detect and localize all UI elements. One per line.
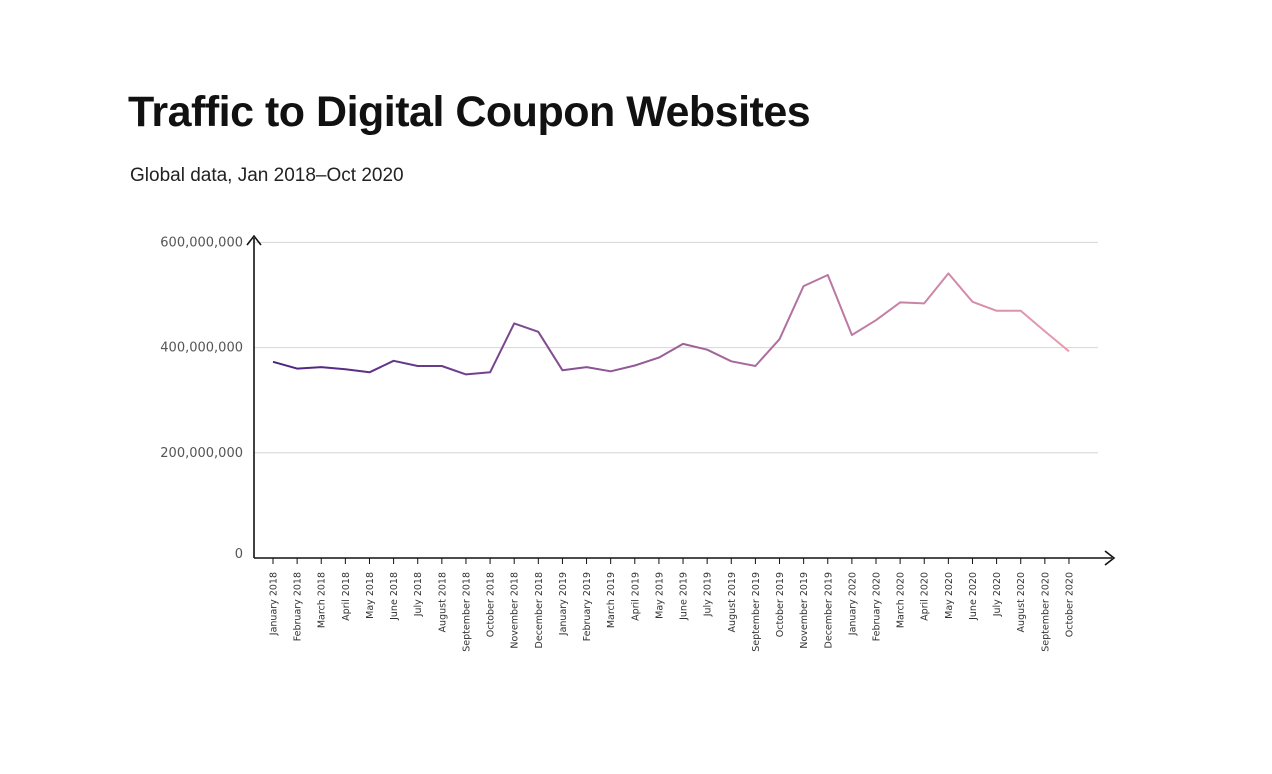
x-tick-label: July 2020 bbox=[992, 572, 1003, 617]
x-tick-label: October 2018 bbox=[486, 572, 497, 637]
data-point bbox=[898, 300, 902, 304]
x-axis-ticks: January 2018 February 2018 March 2018 April… bbox=[269, 558, 1075, 652]
x-tick-label: June 2020 bbox=[968, 572, 979, 621]
data-point bbox=[488, 370, 492, 374]
data-point bbox=[1043, 329, 1047, 333]
chart-title: Traffic to Digital Coupon Websites bbox=[128, 88, 811, 136]
data-point bbox=[392, 359, 396, 363]
data-point bbox=[367, 370, 371, 374]
data-point bbox=[729, 359, 733, 363]
data-point bbox=[874, 318, 878, 322]
data-point bbox=[343, 367, 347, 371]
x-tick-label: February 2018 bbox=[293, 572, 304, 641]
data-point bbox=[753, 364, 757, 368]
x-tick-label: December 2019 bbox=[823, 572, 834, 648]
data-point bbox=[295, 367, 299, 371]
data-point bbox=[970, 300, 974, 304]
x-tick-label: August 2019 bbox=[727, 572, 738, 632]
data-point bbox=[995, 309, 999, 313]
x-tick-label: April 2019 bbox=[630, 572, 641, 621]
x-tick-label: November 2019 bbox=[799, 572, 810, 649]
data-point bbox=[681, 342, 685, 346]
data-point bbox=[416, 364, 420, 368]
x-tick-label: April 2018 bbox=[341, 572, 352, 621]
y-tick-label: 400,000,000 bbox=[160, 341, 243, 356]
data-point bbox=[585, 365, 589, 369]
data-point bbox=[609, 369, 613, 373]
data-point bbox=[512, 321, 516, 325]
x-tick-label: February 2020 bbox=[872, 572, 883, 641]
data-point bbox=[633, 363, 637, 367]
data-point bbox=[946, 271, 950, 275]
data-point bbox=[802, 284, 806, 288]
series-line bbox=[272, 272, 1070, 376]
x-tick-label: October 2020 bbox=[1064, 572, 1075, 637]
y-axis-arrow-icon bbox=[246, 234, 262, 246]
x-tick-label: August 2018 bbox=[437, 572, 448, 632]
x-tick-label: May 2020 bbox=[944, 572, 955, 619]
data-point bbox=[536, 330, 540, 334]
data-point bbox=[560, 368, 564, 372]
x-tick-label: September 2018 bbox=[461, 572, 472, 652]
x-tick-label: May 2018 bbox=[365, 572, 376, 619]
x-tick-label: May 2019 bbox=[654, 572, 665, 619]
data-point bbox=[319, 365, 323, 369]
data-point bbox=[440, 364, 444, 368]
x-tick-label: June 2018 bbox=[389, 572, 400, 621]
axes bbox=[246, 234, 1116, 566]
data-point bbox=[850, 333, 854, 337]
y-tick-label: 200,000,000 bbox=[160, 446, 243, 461]
x-tick-label: April 2020 bbox=[920, 572, 931, 621]
data-point bbox=[922, 301, 926, 305]
y-tick-label: 600,000,000 bbox=[160, 235, 243, 250]
data-point bbox=[826, 273, 830, 277]
data-point bbox=[657, 356, 661, 360]
x-tick-label: July 2018 bbox=[413, 572, 424, 617]
x-tick-label: July 2019 bbox=[703, 572, 714, 617]
y-tick-label: 0 bbox=[235, 547, 243, 562]
x-tick-label: June 2019 bbox=[679, 572, 690, 621]
data-point bbox=[271, 360, 275, 364]
x-tick-label: January 2018 bbox=[269, 572, 280, 636]
data-point bbox=[778, 337, 782, 341]
x-tick-label: March 2020 bbox=[896, 572, 907, 628]
x-tick-label: December 2018 bbox=[534, 572, 545, 648]
x-tick-label: March 2019 bbox=[606, 572, 617, 628]
data-point bbox=[464, 372, 468, 376]
x-tick-label: October 2019 bbox=[775, 572, 786, 637]
data-point bbox=[705, 348, 709, 352]
series bbox=[271, 271, 1071, 376]
x-tick-label: March 2018 bbox=[317, 572, 328, 628]
y-axis-ticks: 0 200,000,000 400,000,000 600,000,000 bbox=[160, 235, 243, 562]
x-tick-label: September 2020 bbox=[1040, 572, 1051, 652]
chart-subtitle: Global data, Jan 2018–Oct 2020 bbox=[130, 165, 404, 186]
x-axis-arrow-icon bbox=[1104, 550, 1116, 566]
x-tick-label: August 2020 bbox=[1016, 572, 1027, 632]
data-point bbox=[1019, 309, 1023, 313]
x-tick-label: November 2018 bbox=[510, 572, 521, 649]
data-point bbox=[1067, 349, 1071, 353]
x-tick-label: February 2019 bbox=[582, 572, 593, 641]
x-tick-label: September 2019 bbox=[751, 572, 762, 652]
x-tick-label: January 2019 bbox=[558, 572, 569, 636]
x-tick-label: January 2020 bbox=[847, 572, 858, 636]
